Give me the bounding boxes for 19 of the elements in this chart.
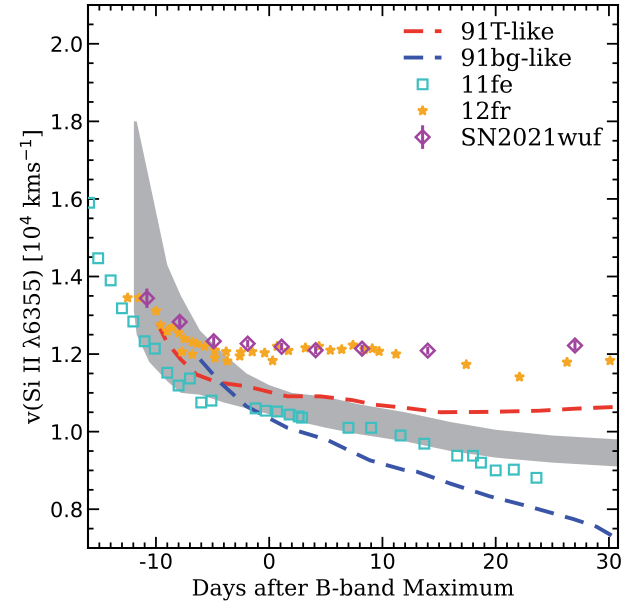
legend-label: SN2021wuf: [462, 127, 603, 146]
y-tick-label: 2.0: [52, 36, 82, 52]
legend-label: 91bg-like: [462, 48, 571, 72]
y-tick-label: 1.6: [52, 191, 82, 208]
x-tick-label: 10: [371, 553, 394, 569]
legend-label: 12fr: [463, 101, 510, 119]
y-tick-label: 1.2: [52, 346, 82, 362]
x-tick-label: 20: [484, 553, 508, 569]
legend-label: 91T-like: [462, 22, 554, 40]
y-tick-label: 1.8: [52, 114, 82, 130]
legend-label: 11fe: [463, 74, 512, 93]
x-axis-title: Days after B-band Maximum: [192, 578, 514, 600]
x-tick-label: 0: [264, 553, 274, 569]
x-tick-label: -10: [140, 553, 172, 569]
y-tick-label: 0.8: [51, 502, 82, 518]
y-tick-label: 1.0: [52, 424, 82, 440]
y-axis-title: v(Si II λ6355) [10$^{4}$ kms$^{−1}$]: [20, 131, 44, 424]
x-tick-label: 30: [597, 553, 621, 569]
y-tick-label: 1.4: [52, 269, 82, 284]
